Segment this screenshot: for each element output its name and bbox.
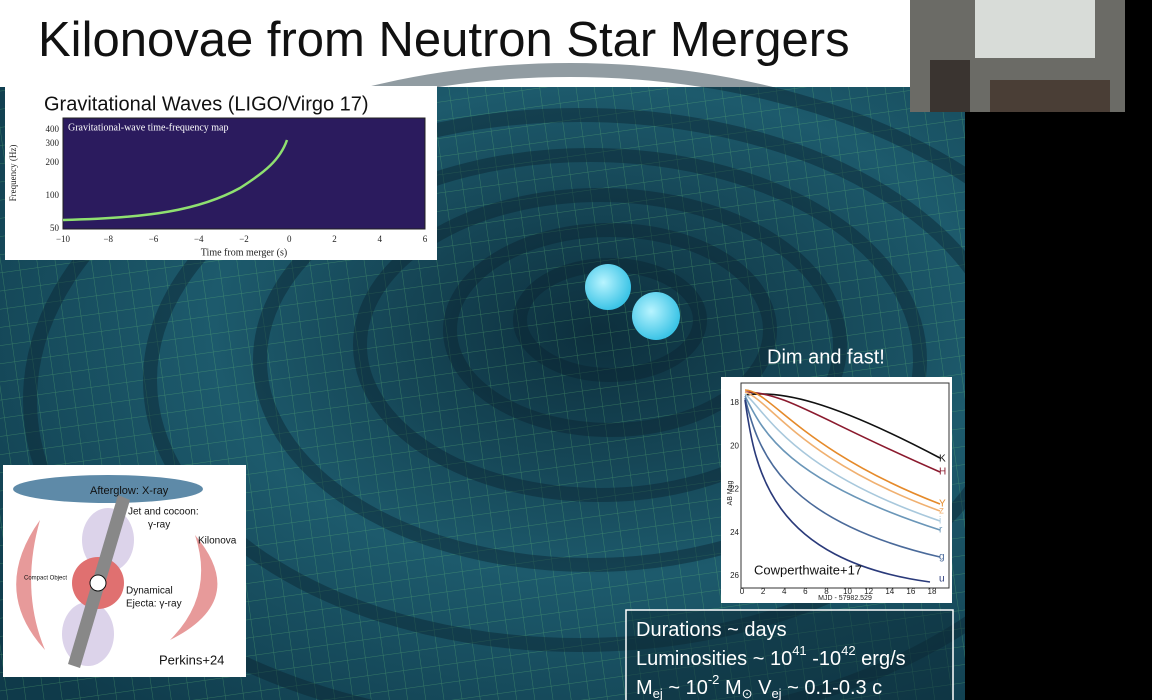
x-tick-label: −4 [194,234,204,244]
x-tick-label: 4 [782,587,787,596]
fact-text: ~ 10 [663,677,708,699]
webcam-audience [990,80,1110,112]
x-tick-label: −6 [149,234,159,244]
y-tick-label: 24 [730,528,739,537]
y-tick-label: 18 [730,398,739,407]
y-tick-label: 400 [46,124,60,134]
band-label: r [939,525,943,536]
x-tick-label: −2 [239,234,249,244]
band-label: u [939,574,945,585]
fact-text: M [636,677,653,699]
label: γ-ray [148,520,170,531]
fact-text: Durations ~ days [636,619,787,641]
diagram-credit: Perkins+24 [159,652,224,667]
subscript: ⊙ [742,686,753,700]
fact-text: Luminosities ~ 10 [636,648,792,670]
x-tick-label: 4 [378,234,383,244]
plot-title: Gravitational-wave time-frequency map [68,122,228,133]
x-tick-label: −10 [56,234,71,244]
band-label: H [939,467,946,478]
y-tick-label: 50 [50,223,60,233]
y-tick-label: 26 [730,571,739,580]
y-tick-label: 20 [730,441,739,450]
fact-text: erg/s [856,648,906,670]
x-tick-label: 0 [287,234,292,244]
subscript: ej [653,686,663,700]
band-label: z [939,506,944,517]
fact-text: ~ 0.1-0.3 c [782,677,883,699]
fact: Durations ~ days [636,619,787,641]
label: Kilonova [198,536,237,547]
kilonova-shell [170,535,218,640]
band-label: i [939,516,941,527]
x-tick-label: 6 [803,587,808,596]
model-curves [744,389,941,583]
webcam-screen [975,0,1095,58]
x-tick-label: 12 [864,587,873,596]
x-tick-label: −8 [103,234,113,244]
kilonova-shell [16,520,45,650]
gw-heading: Gravitational Waves (LIGO/Virgo 17) [44,93,369,115]
x-tick-label: 8 [824,587,829,596]
facts-box [625,609,954,700]
band-label: Y [939,499,946,510]
fact: Luminosities ~ 1041 -1042 erg/s [636,643,906,670]
superscript: 41 [792,643,806,658]
superscript: 42 [841,643,855,658]
y-axis-label: AB Mag [727,480,734,505]
x-tick-label: 14 [885,587,894,596]
x-tick-label: 6 [423,234,428,244]
x-axis-label: MJD - 57982.529 [818,595,872,602]
fact-text: M [719,677,741,699]
afterglow-cloud [13,475,203,503]
compact-object [89,574,107,592]
x-tick-label: 16 [906,587,915,596]
y-axis-label: Frequency (Hz) [8,145,18,202]
fact-text: -10 [807,648,841,670]
neutron-star [632,292,680,340]
band-label: K [939,454,946,465]
letterbox [965,0,1152,700]
x-tick-label: 18 [928,587,937,596]
band-label: g [939,552,945,563]
fact-text: V [753,677,773,699]
neutron-star [585,264,631,310]
x-tick-label: 10 [843,587,852,596]
fact: Mej ~ 10-2 M⊙ Vej ~ 0.1-0.3 c [636,672,882,700]
subscript: ej [771,686,781,700]
webcam-person [930,60,970,112]
lightcurve-credit: Cowperthwaite+17 [754,562,862,577]
label: Jet and cocoon: [128,507,199,518]
x-tick-label: 2 [761,587,766,596]
spectrogram [62,117,426,230]
y-tick-label: 100 [46,190,60,200]
superscript: -2 [708,672,720,687]
label: Afterglow: X-ray [90,485,169,497]
x-tick-label: 2 [332,234,337,244]
y-tick-label: 200 [46,157,60,167]
plot-frame [740,382,950,589]
label: Dynamical [126,586,173,597]
lightcurve-panel [721,377,952,603]
y-tick-label: 22 [730,485,739,494]
y-tick-label: 300 [46,138,60,148]
lightcurve-heading: Dim and fast! [767,346,885,368]
chirp [62,139,289,222]
label: Compact Object [24,576,67,582]
x-axis-label: Time from merger (s) [201,247,287,258]
label: Ejecta: γ-ray [126,599,182,610]
x-tick-label: 0 [740,587,745,596]
slide-title: Kilonovae from Neutron Star Mergers [38,13,850,67]
